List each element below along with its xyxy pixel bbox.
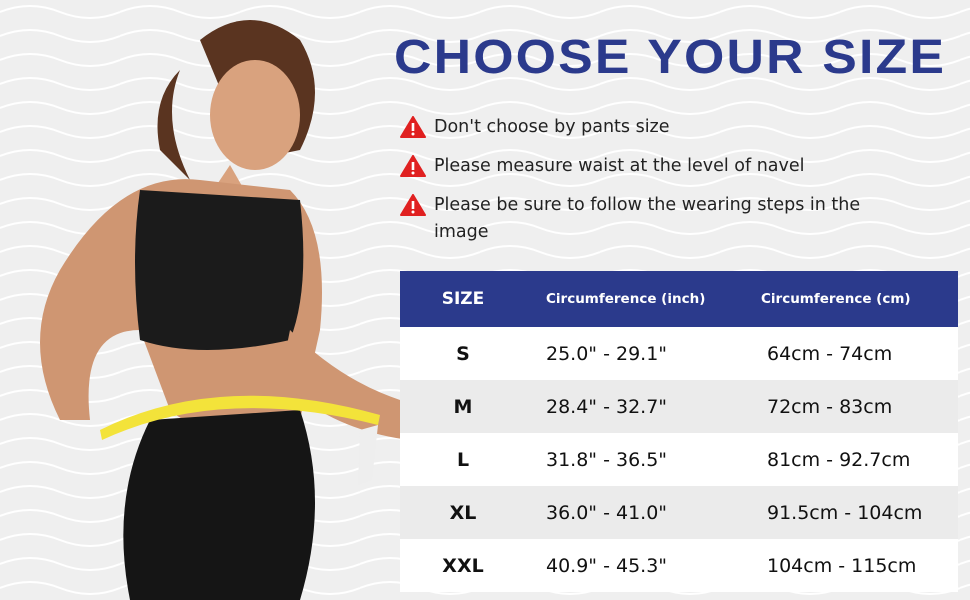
tip-item: Please measure waist at the level of nav… [400, 153, 894, 180]
header-cm: Circumference (cm) [753, 271, 958, 327]
cell-size: XXL [400, 539, 526, 592]
page-title: CHOOSE YOUR SIZE [394, 31, 947, 84]
cell-size: M [400, 380, 526, 433]
cell-inch: 31.8" - 36.5" [526, 433, 753, 486]
table-row: XL 36.0" - 41.0" 91.5cm - 104cm [400, 486, 958, 539]
cell-size: S [400, 327, 526, 380]
cell-inch: 25.0" - 29.1" [526, 327, 753, 380]
cell-cm: 104cm - 115cm [753, 539, 958, 592]
header-size: SIZE [400, 271, 526, 327]
cell-cm: 64cm - 74cm [753, 327, 958, 380]
header-inch: Circumference (inch) [526, 271, 753, 327]
cell-cm: 91.5cm - 104cm [753, 486, 958, 539]
warning-icon [400, 194, 426, 216]
table-row: L 31.8" - 36.5" 81cm - 92.7cm [400, 433, 958, 486]
cell-cm: 72cm - 83cm [753, 380, 958, 433]
tip-item: Please be sure to follow the wearing ste… [400, 192, 894, 246]
cell-cm: 81cm - 92.7cm [753, 433, 958, 486]
table-row: M 28.4" - 32.7" 72cm - 83cm [400, 380, 958, 433]
cell-inch: 36.0" - 41.0" [526, 486, 753, 539]
tip-text: Please be sure to follow the wearing ste… [434, 195, 861, 242]
cell-size: L [400, 433, 526, 486]
warning-icon [400, 116, 426, 138]
size-chart-table: SIZE Circumference (inch) Circumference … [400, 271, 958, 592]
warning-icon [400, 155, 426, 177]
tip-item: Don't choose by pants size [400, 114, 894, 141]
cell-inch: 28.4" - 32.7" [526, 380, 753, 433]
table-row: XXL 40.9" - 45.3" 104cm - 115cm [400, 539, 958, 592]
tip-text: Don't choose by pants size [434, 117, 670, 137]
table-header-row: SIZE Circumference (inch) Circumference … [400, 271, 958, 327]
cell-inch: 40.9" - 45.3" [526, 539, 753, 592]
table-row: S 25.0" - 29.1" 64cm - 74cm [400, 327, 958, 380]
cell-size: XL [400, 486, 526, 539]
tip-text: Please measure waist at the level of nav… [434, 156, 805, 176]
model-measuring-waist-photo [40, 20, 410, 600]
